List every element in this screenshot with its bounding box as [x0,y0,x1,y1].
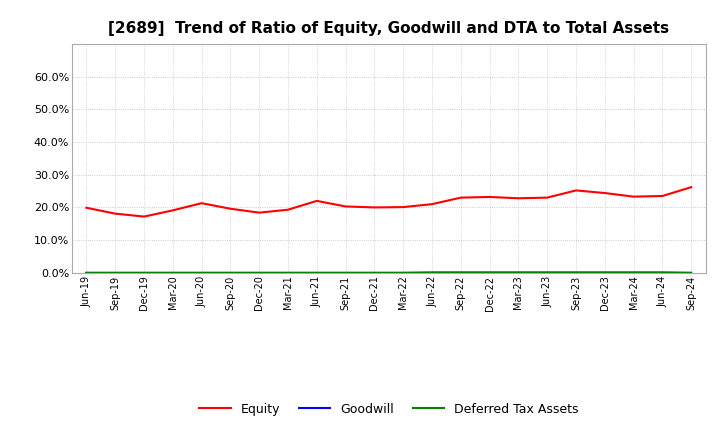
Deferred Tax Assets [111,270,120,275]
Equity [284,207,292,213]
Goodwill [658,270,667,275]
Equity [399,205,408,210]
Goodwill [168,270,177,275]
Line: Equity: Equity [86,187,691,216]
Deferred Tax Assets [687,270,696,275]
Equity [687,184,696,190]
Deferred Tax Assets [168,270,177,275]
Equity [514,196,523,201]
Deferred Tax Assets [658,270,667,275]
Deferred Tax Assets [428,270,436,275]
Goodwill [399,270,408,275]
Equity [255,210,264,215]
Deferred Tax Assets [514,270,523,275]
Goodwill [456,270,465,275]
Deferred Tax Assets [600,270,609,275]
Equity [600,191,609,196]
Deferred Tax Assets [543,270,552,275]
Goodwill [600,270,609,275]
Equity [572,188,580,193]
Deferred Tax Assets [456,270,465,275]
Deferred Tax Assets [226,270,235,275]
Goodwill [111,270,120,275]
Equity [312,198,321,204]
Deferred Tax Assets [399,270,408,275]
Equity [111,211,120,216]
Equity [168,208,177,213]
Goodwill [687,270,696,275]
Goodwill [341,270,350,275]
Goodwill [284,270,292,275]
Goodwill [197,270,206,275]
Legend: Equity, Goodwill, Deferred Tax Assets: Equity, Goodwill, Deferred Tax Assets [194,398,583,421]
Equity [456,195,465,200]
Equity [226,206,235,211]
Equity [341,204,350,209]
Deferred Tax Assets [370,270,379,275]
Goodwill [514,270,523,275]
Equity [370,205,379,210]
Goodwill [255,270,264,275]
Goodwill [370,270,379,275]
Deferred Tax Assets [255,270,264,275]
Deferred Tax Assets [485,270,494,275]
Equity [658,193,667,198]
Goodwill [485,270,494,275]
Deferred Tax Assets [197,270,206,275]
Equity [197,201,206,206]
Goodwill [82,270,91,275]
Equity [82,205,91,210]
Deferred Tax Assets [572,270,580,275]
Goodwill [428,270,436,275]
Goodwill [543,270,552,275]
Equity [485,194,494,200]
Deferred Tax Assets [140,270,148,275]
Equity [140,214,148,219]
Goodwill [140,270,148,275]
Deferred Tax Assets [629,270,638,275]
Goodwill [629,270,638,275]
Title: [2689]  Trend of Ratio of Equity, Goodwill and DTA to Total Assets: [2689] Trend of Ratio of Equity, Goodwil… [108,21,670,36]
Deferred Tax Assets [82,270,91,275]
Deferred Tax Assets [341,270,350,275]
Equity [629,194,638,199]
Goodwill [226,270,235,275]
Deferred Tax Assets [312,270,321,275]
Deferred Tax Assets [284,270,292,275]
Goodwill [312,270,321,275]
Goodwill [572,270,580,275]
Equity [428,202,436,207]
Equity [543,195,552,200]
